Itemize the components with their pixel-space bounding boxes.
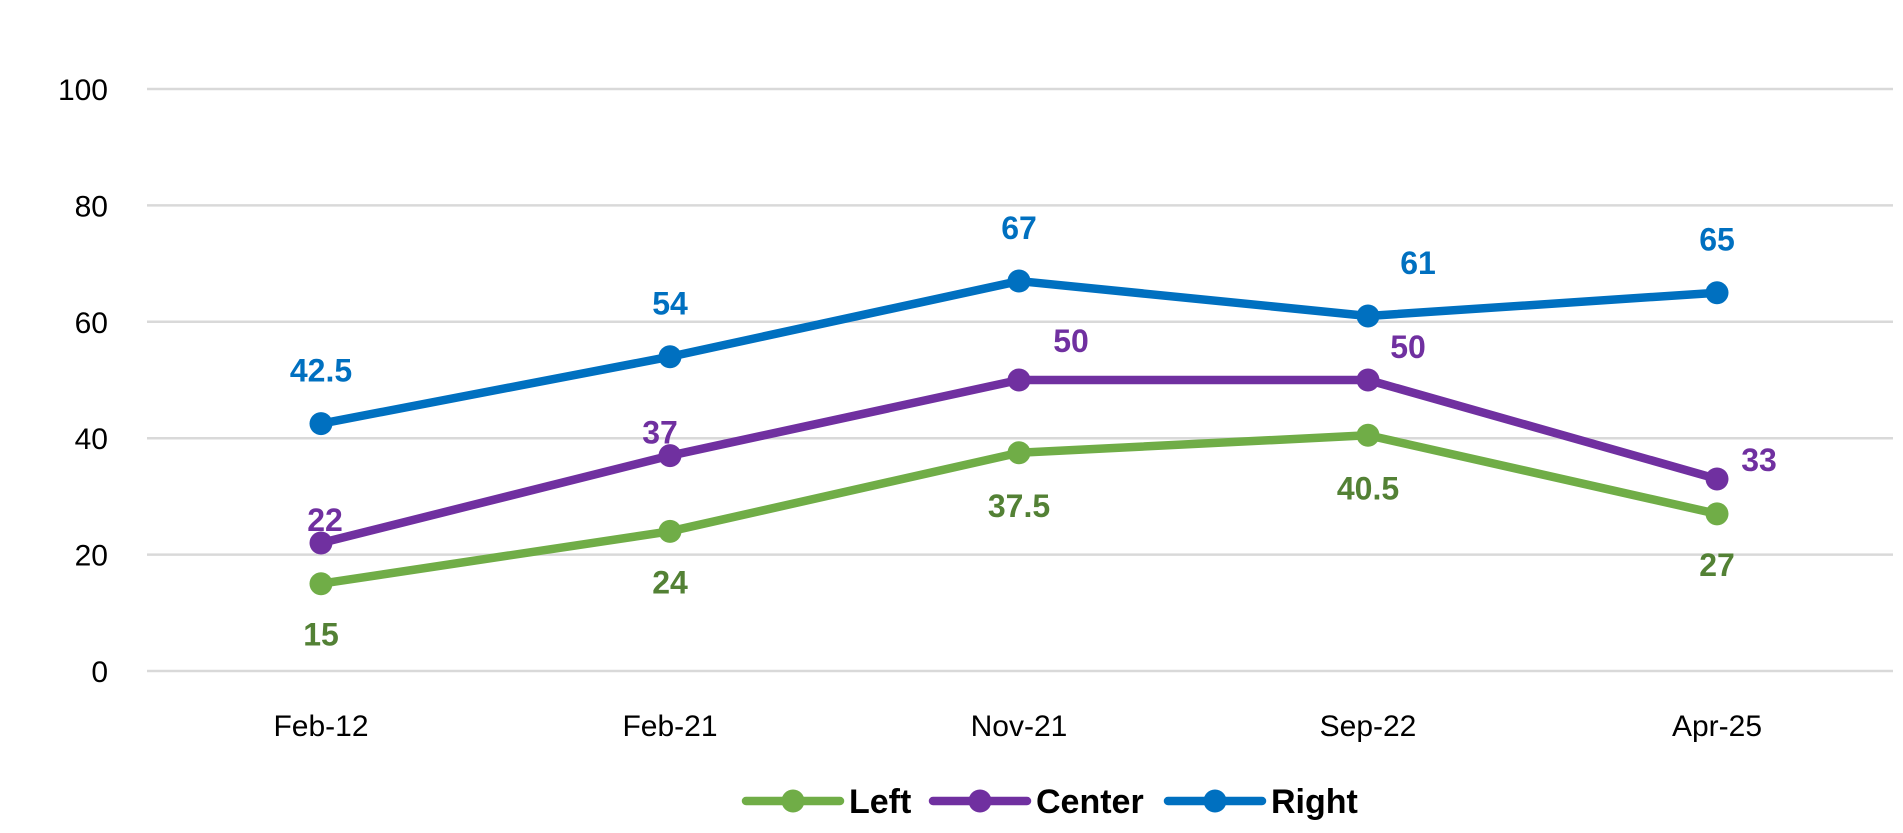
y-tick-label: 20 [75,540,108,573]
legend-marker-center [968,789,992,813]
data-label-center: 33 [1741,442,1777,478]
legend-item-right: Right [1163,783,1358,821]
y-tick-label: 80 [75,190,108,223]
data-label-left: 40.5 [1337,470,1399,506]
x-axis-tick-labels: Feb-12 Feb-21 Nov-21 Sep-22 Apr-25 [273,710,1762,743]
data-point-center [658,444,682,468]
data-point-left [1007,441,1031,465]
gridlines [147,87,1893,673]
data-label-right: 65 [1699,222,1735,258]
data-point-left [1705,502,1729,526]
data-point-right [1007,269,1031,293]
data-point-left [309,572,333,596]
data-label-right: 54 [652,286,688,322]
data-label-left: 24 [652,564,688,600]
data-point-center [309,531,333,555]
data-label-left: 15 [303,617,339,653]
legend-marker-right [1203,789,1227,813]
y-tick-label: 0 [91,656,108,689]
data-label-right: 61 [1400,245,1436,281]
data-labels: 15 24 37.5 40.5 27 22 37 50 50 33 42.5 54 67 61 65 [290,210,1777,653]
x-tick-label: Apr-25 [1672,710,1762,743]
data-label-right: 67 [1001,210,1037,246]
data-label-left: 27 [1699,547,1735,583]
x-tick-label: Sep-22 [1320,710,1417,743]
series-lines [316,276,1722,588]
data-label-center: 37 [642,415,678,451]
legend-item-center: Center [928,783,1144,821]
legend-label-left: Left [849,783,911,821]
y-axis-tick-labels: 0 20 40 60 80 100 [58,74,108,689]
data-point-right [309,412,333,436]
data-point-center [1356,368,1380,392]
data-label-right: 42.5 [290,353,352,389]
x-tick-label: Nov-21 [971,710,1068,743]
x-tick-label: Feb-21 [622,710,717,743]
series-markers [309,269,1729,596]
data-label-center: 50 [1390,329,1426,365]
data-label-center: 22 [307,502,343,538]
data-point-right [658,345,682,369]
legend-marker-left [781,789,805,813]
data-point-left [1356,423,1380,447]
legend-label-right: Right [1271,783,1358,821]
legend: Left Center Right [741,783,1358,821]
y-tick-label: 100 [58,74,108,107]
data-label-left: 37.5 [988,488,1050,524]
data-point-right [1356,304,1380,328]
y-tick-label: 40 [75,423,108,456]
data-point-left [658,519,682,543]
data-point-right [1705,281,1729,305]
y-tick-label: 60 [75,307,108,340]
legend-item-left: Left [741,783,911,821]
series-line-right [316,276,1722,428]
x-tick-label: Feb-12 [273,710,368,743]
data-label-center: 50 [1053,323,1089,359]
data-point-center [1007,368,1031,392]
data-point-center [1705,467,1729,491]
legend-label-center: Center [1036,783,1144,821]
